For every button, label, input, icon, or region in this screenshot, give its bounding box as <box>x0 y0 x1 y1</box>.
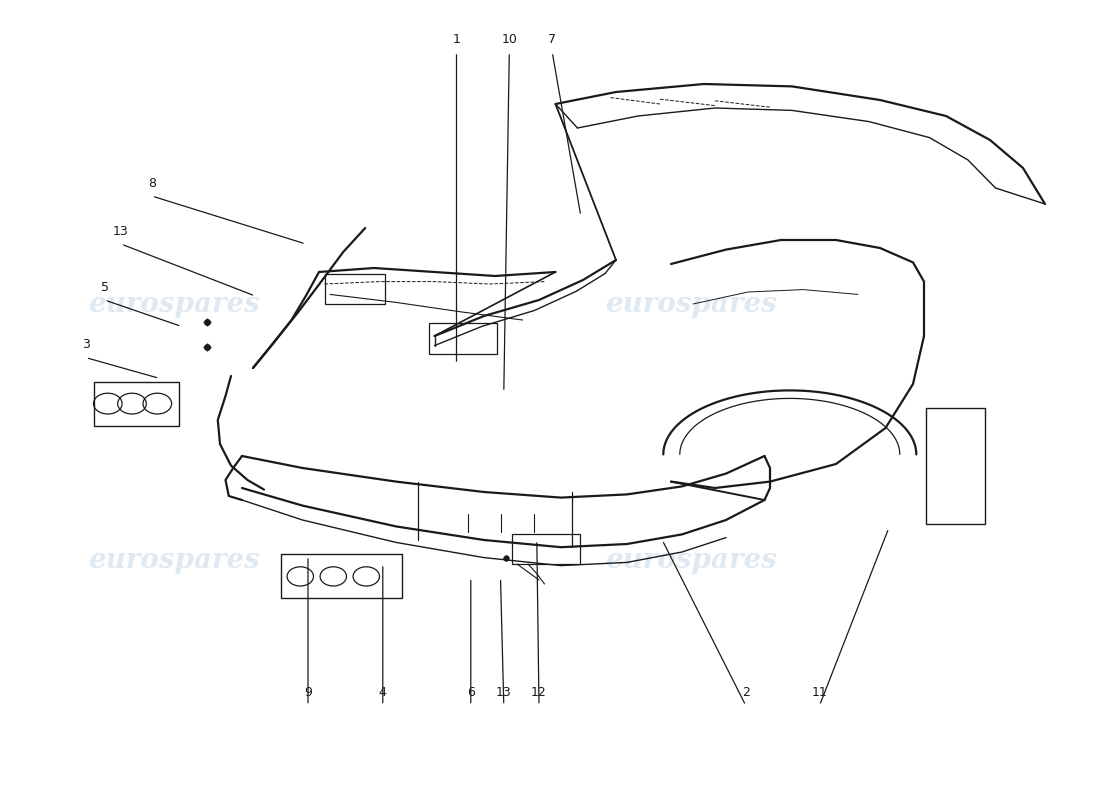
Text: 4: 4 <box>378 686 387 699</box>
Bar <box>94 382 179 426</box>
Text: 5: 5 <box>100 281 109 294</box>
Text: 7: 7 <box>548 33 557 46</box>
Text: 13: 13 <box>113 225 129 238</box>
Text: 9: 9 <box>304 686 312 699</box>
Bar <box>280 554 402 598</box>
Text: 11: 11 <box>812 686 827 699</box>
Text: 10: 10 <box>502 33 517 46</box>
Bar <box>926 408 984 524</box>
Text: eurospares: eurospares <box>605 546 777 574</box>
Bar <box>429 323 497 354</box>
Text: eurospares: eurospares <box>88 290 260 318</box>
Text: 2: 2 <box>741 686 750 699</box>
Text: 8: 8 <box>147 177 156 190</box>
Text: 1: 1 <box>452 33 461 46</box>
Bar <box>512 534 580 564</box>
Text: eurospares: eurospares <box>605 290 777 318</box>
Bar <box>324 274 385 304</box>
Text: 13: 13 <box>496 686 512 699</box>
Text: eurospares: eurospares <box>88 546 260 574</box>
Text: 6: 6 <box>466 686 475 699</box>
Text: 12: 12 <box>531 686 547 699</box>
Text: 3: 3 <box>81 338 90 351</box>
